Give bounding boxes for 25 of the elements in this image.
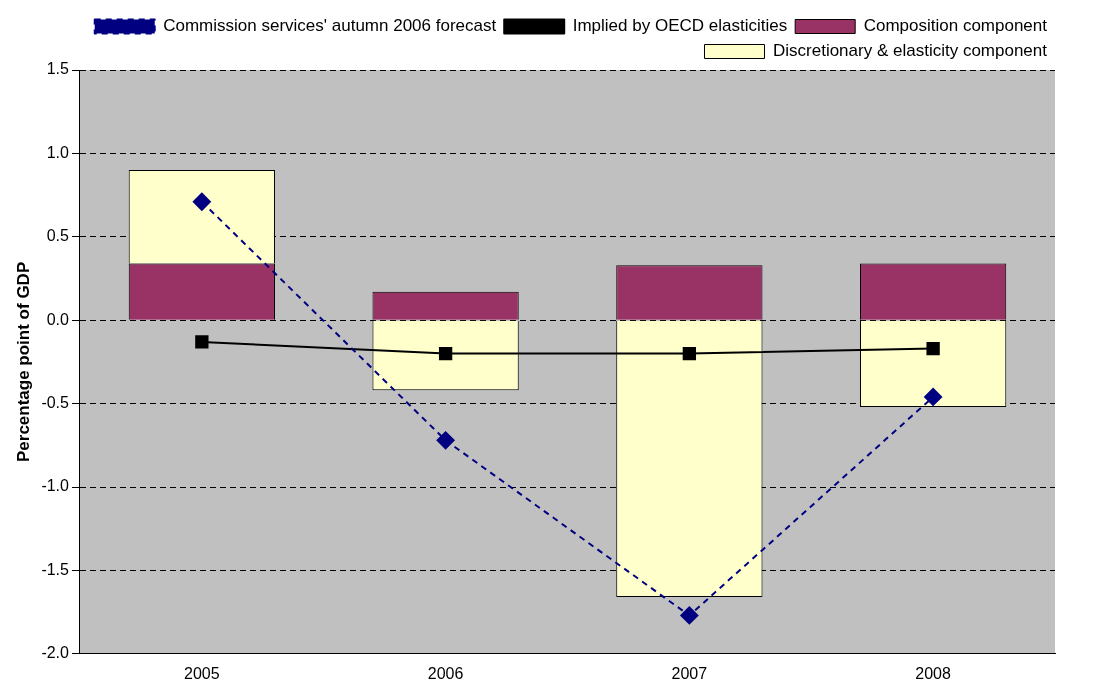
y-tick-label: 0.0 — [46, 310, 70, 328]
y-tick-label: -1.5 — [41, 560, 70, 578]
legend-label: Composition component — [863, 16, 1048, 36]
point — [926, 341, 940, 356]
y-tick-label: 1.5 — [46, 60, 70, 78]
y-tick-label: 1.0 — [46, 143, 70, 161]
y-tick-label: -2.0 — [41, 644, 70, 662]
point — [680, 606, 699, 625]
y-axis-title: Percentage point of GDP — [13, 261, 33, 463]
legend-label: Implied by OECD elasticities — [572, 16, 788, 36]
legend-label: Commission services' autumn 2006 forecast — [163, 16, 497, 36]
x-tick-label: 2005 — [184, 664, 220, 682]
x-tick-label: 2008 — [915, 664, 952, 682]
point — [195, 335, 209, 349]
legend-label: Discretionary & elasticity component — [773, 41, 1048, 61]
y-tick-label: -0.5 — [41, 394, 70, 412]
y-tick-label: -1.0 — [41, 477, 70, 495]
point — [436, 431, 455, 450]
x-tick-label: 2006 — [427, 664, 464, 682]
point — [682, 346, 697, 361]
point — [924, 387, 943, 406]
y-tick-label: 0.5 — [46, 227, 70, 245]
x-tick-label: 2007 — [671, 664, 708, 682]
point — [438, 346, 453, 361]
point — [192, 192, 211, 211]
